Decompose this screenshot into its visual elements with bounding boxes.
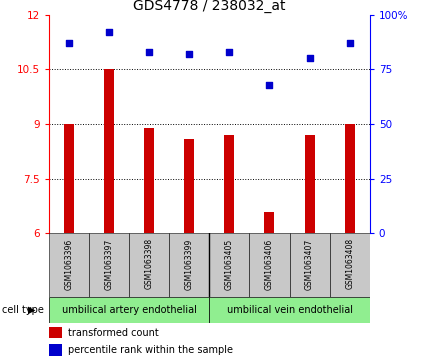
Bar bbox=[305, 135, 314, 233]
Text: GSM1063406: GSM1063406 bbox=[265, 238, 274, 290]
Text: GSM1063398: GSM1063398 bbox=[144, 238, 154, 289]
Text: cell type: cell type bbox=[2, 305, 44, 315]
Bar bbox=[64, 124, 74, 233]
Text: GSM1063408: GSM1063408 bbox=[345, 238, 354, 289]
Bar bbox=[209, 233, 249, 297]
Text: GSM1063396: GSM1063396 bbox=[65, 238, 74, 290]
Point bbox=[65, 40, 72, 46]
Bar bbox=[49, 233, 89, 297]
Text: transformed count: transformed count bbox=[68, 327, 159, 338]
Title: GDS4778 / 238032_at: GDS4778 / 238032_at bbox=[133, 0, 286, 13]
Text: ▶: ▶ bbox=[28, 305, 35, 315]
Point bbox=[146, 49, 153, 55]
Bar bbox=[184, 139, 194, 233]
Bar bbox=[169, 233, 209, 297]
Point bbox=[106, 29, 113, 35]
Point bbox=[346, 40, 353, 46]
Point bbox=[186, 51, 193, 57]
Bar bbox=[49, 297, 209, 323]
Text: umbilical vein endothelial: umbilical vein endothelial bbox=[227, 305, 352, 315]
Bar bbox=[144, 128, 154, 233]
Bar bbox=[345, 124, 355, 233]
Bar bbox=[129, 233, 169, 297]
Bar bbox=[224, 135, 234, 233]
Bar bbox=[104, 69, 114, 233]
Point bbox=[306, 56, 313, 61]
Bar bbox=[330, 233, 370, 297]
Bar bbox=[49, 344, 62, 356]
Bar bbox=[289, 233, 330, 297]
Bar bbox=[209, 297, 370, 323]
Text: GSM1063399: GSM1063399 bbox=[185, 238, 194, 290]
Bar bbox=[49, 327, 62, 338]
Text: GSM1063407: GSM1063407 bbox=[305, 238, 314, 290]
Bar bbox=[264, 212, 275, 233]
Point bbox=[266, 82, 273, 87]
Bar bbox=[89, 233, 129, 297]
Text: umbilical artery endothelial: umbilical artery endothelial bbox=[62, 305, 196, 315]
Bar bbox=[249, 233, 289, 297]
Point bbox=[226, 49, 233, 55]
Text: percentile rank within the sample: percentile rank within the sample bbox=[68, 345, 233, 355]
Text: GSM1063405: GSM1063405 bbox=[225, 238, 234, 290]
Text: GSM1063397: GSM1063397 bbox=[105, 238, 113, 290]
